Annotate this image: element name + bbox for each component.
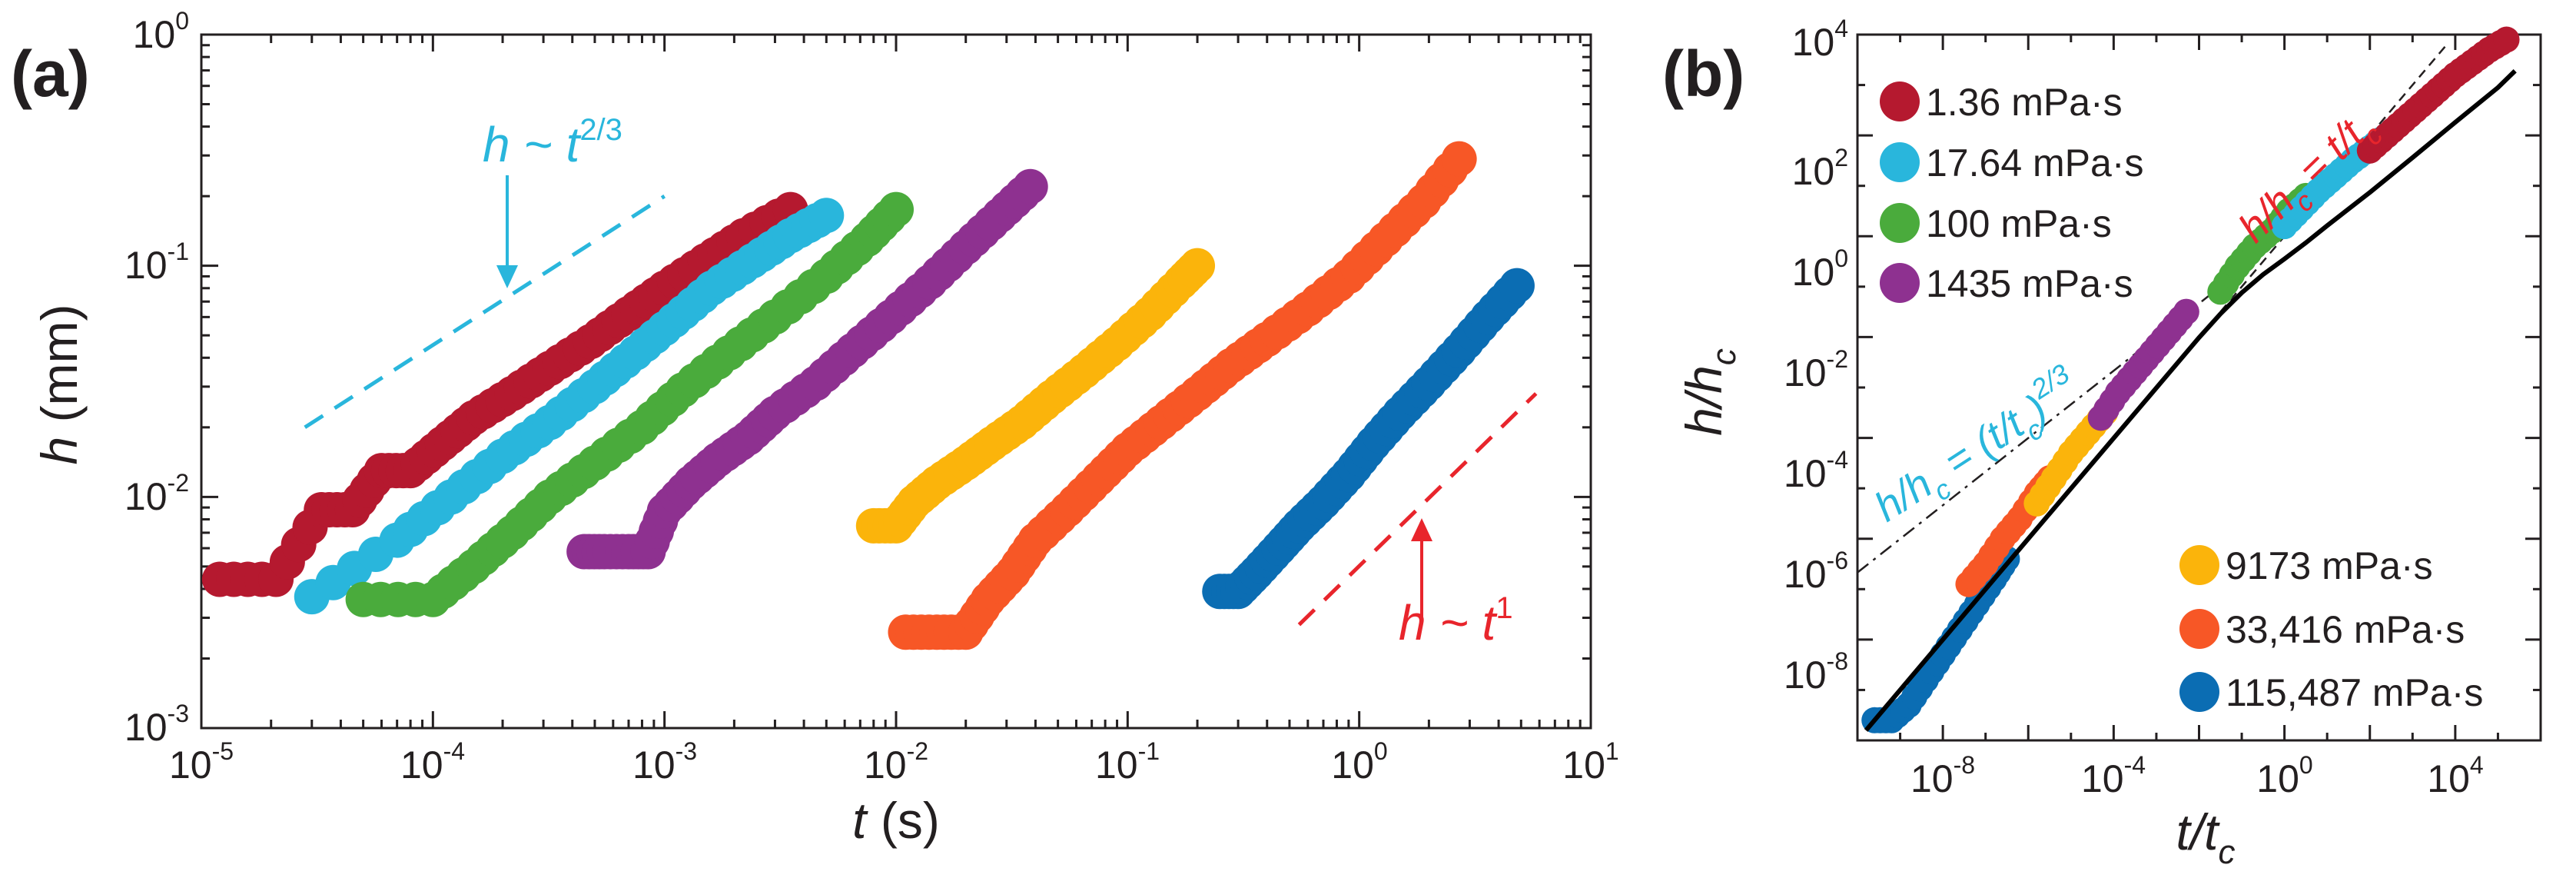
a-series bbox=[201, 191, 808, 597]
plot-b-points bbox=[1861, 26, 2520, 733]
a-xtick-label: 10-3 bbox=[632, 737, 697, 787]
legend-marker bbox=[1880, 203, 1920, 243]
a-slope-2-3-annotation: h ~ t2/3 bbox=[483, 113, 622, 172]
b-series bbox=[2087, 298, 2199, 431]
data-point bbox=[1012, 168, 1048, 205]
legend-marker bbox=[2179, 609, 2219, 649]
legend-label: 100 mPa·s bbox=[1926, 202, 2112, 245]
b-xtick-label: 10-8 bbox=[1910, 751, 1975, 800]
a-series bbox=[294, 198, 845, 615]
a-ytick-label: 100 bbox=[133, 7, 189, 56]
a-xtick-label: 101 bbox=[1562, 737, 1618, 787]
b-legend-upper: 1.36 mPa·s 17.64 mPa·s 100 mPa·s 1435 mP… bbox=[1880, 81, 2143, 305]
a-xtick-label: 10-2 bbox=[864, 737, 928, 787]
a-arrow-2-3-head bbox=[496, 265, 518, 288]
b-y-axis-label: h/hc bbox=[1675, 348, 1743, 436]
legend-label: 115,487 mPa·s bbox=[2226, 671, 2483, 714]
a-series bbox=[855, 248, 1216, 544]
b-ytick-label: 102 bbox=[1792, 144, 1848, 193]
data-point bbox=[878, 191, 914, 228]
legend-marker bbox=[2179, 672, 2219, 712]
data-point bbox=[1180, 248, 1216, 284]
b-ytick-label: 10-2 bbox=[1784, 345, 1848, 394]
a-ytick-label: 10-1 bbox=[124, 238, 189, 287]
legend-label: 1435 mPa·s bbox=[1926, 262, 2133, 305]
panel-a: (a) 10-5 10-4 10-3 10-2 10-1 100 101 10-… bbox=[11, 7, 1619, 849]
legend-marker bbox=[1880, 81, 1920, 121]
b-x-axis-label: t/tc bbox=[2176, 803, 2235, 871]
a-xtick-label: 100 bbox=[1331, 737, 1387, 787]
b-xtick-label: 100 bbox=[2256, 751, 2312, 800]
legend-label: 9173 mPa·s bbox=[2226, 544, 2433, 587]
b-ytick-label: 10-6 bbox=[1784, 547, 1848, 596]
a-ytick-label: 10-3 bbox=[124, 700, 189, 749]
a-series bbox=[1202, 268, 1535, 610]
a-slope-1-annotation: h ~ t1 bbox=[1399, 591, 1513, 650]
b-series bbox=[2356, 26, 2520, 164]
legend-label: 17.64 mPa·s bbox=[1926, 141, 2143, 185]
data-point bbox=[2493, 26, 2520, 53]
legend-label: 33,416 mPa·s bbox=[2226, 608, 2465, 651]
a-y-axis-label: h (mm) bbox=[31, 304, 88, 465]
b-ytick-label: 104 bbox=[1792, 15, 1848, 64]
a-xtick-label: 10-1 bbox=[1095, 737, 1160, 787]
legend-label: 1.36 mPa·s bbox=[1926, 81, 2123, 124]
a-guide-slope-1 bbox=[1297, 392, 1538, 627]
b-ytick-label: 10-8 bbox=[1784, 647, 1848, 697]
a-series bbox=[566, 168, 1048, 570]
plot-a-points bbox=[201, 141, 1535, 650]
b-two-thirds-asymptote bbox=[1857, 245, 2272, 574]
b-ytick-label: 100 bbox=[1792, 244, 1848, 294]
data-point bbox=[1499, 268, 1535, 304]
data-point bbox=[2173, 298, 2199, 325]
a-xtick-label: 10-4 bbox=[400, 737, 465, 787]
a-arrow-1-head bbox=[1411, 518, 1432, 541]
data-point bbox=[1441, 141, 1477, 177]
panel-a-label: (a) bbox=[11, 38, 90, 110]
a-x-axis-label: t (s) bbox=[852, 792, 940, 849]
a-ytick-label: 10-2 bbox=[124, 469, 189, 518]
a-guide-slope-2-3 bbox=[304, 195, 666, 429]
b-xtick-label: 10-4 bbox=[2081, 751, 2146, 800]
plot-b-fit-curve bbox=[1864, 69, 2517, 732]
panel-b: (b) 10-8 10-4 100 104 10-8 10-6 10-4 10-… bbox=[1662, 15, 2542, 871]
b-xtick-label: 104 bbox=[2427, 751, 2483, 800]
a-xtick-label: 10-5 bbox=[169, 737, 234, 787]
legend-marker bbox=[2179, 545, 2219, 585]
b-fit-curve-line bbox=[1864, 69, 2517, 732]
data-point bbox=[808, 198, 845, 234]
plot-a-guides bbox=[304, 195, 1538, 627]
a-series bbox=[888, 141, 1477, 650]
legend-marker bbox=[1880, 142, 1920, 182]
b-legend-lower: 9173 mPa·s 33,416 mPa·s 115,487 mPa·s bbox=[2179, 544, 2483, 714]
panel-b-label: (b) bbox=[1662, 38, 1744, 110]
b-ytick-label: 10-4 bbox=[1784, 446, 1848, 495]
legend-marker bbox=[1880, 263, 1920, 303]
plot-b-minor-ticks bbox=[1856, 33, 2542, 742]
a-series bbox=[345, 191, 914, 617]
